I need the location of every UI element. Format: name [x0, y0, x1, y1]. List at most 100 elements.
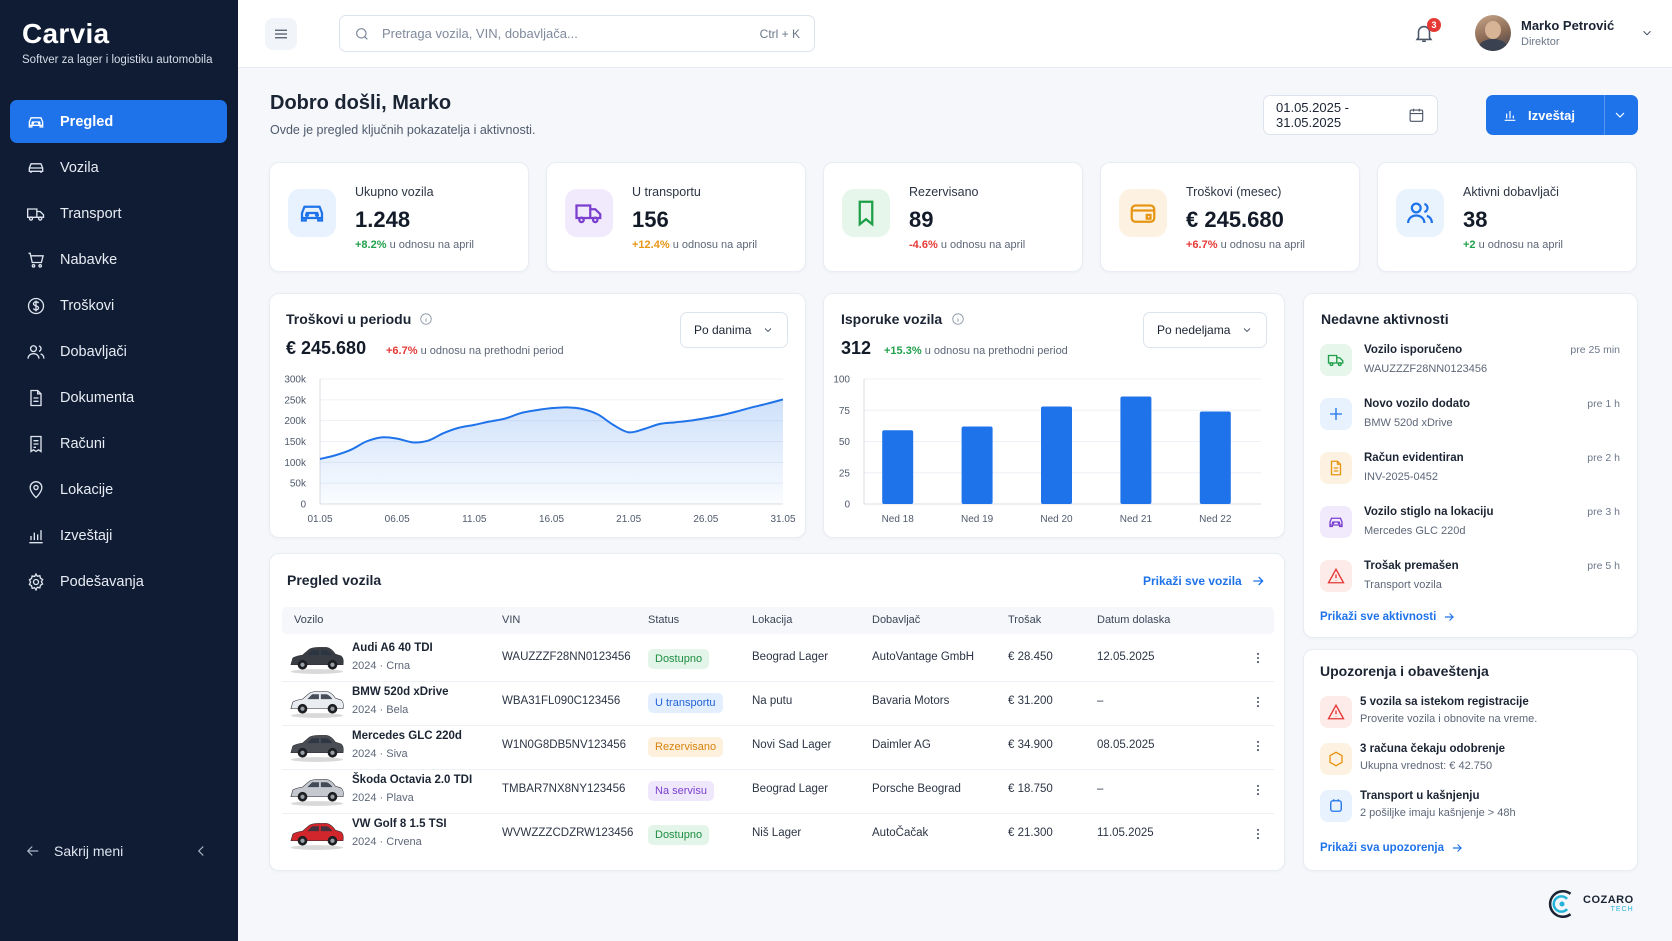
- sidebar-item-label: Izveštaji: [60, 527, 113, 544]
- alert-sub: Proverite vozila i obnovite na vreme.: [1360, 713, 1538, 725]
- kpi-label: Aktivni dobavljači: [1463, 185, 1559, 199]
- car-thumbnail: [288, 685, 346, 719]
- search-input[interactable]: [382, 26, 760, 41]
- sidebar-item-dobavljaci[interactable]: Dobavljači: [10, 330, 227, 373]
- sidebar-item-dokumenta[interactable]: Dokumenta: [10, 376, 227, 419]
- vehicle-supplier: AutoVantage GmbH: [872, 651, 975, 663]
- more-options-icon[interactable]: [1250, 780, 1266, 800]
- search-icon: [356, 27, 368, 40]
- vehicle-cost: € 31.200: [1008, 695, 1053, 707]
- date-range-value: 01.05.2025 - 31.05.2025: [1276, 100, 1350, 130]
- gear-icon: [26, 572, 46, 592]
- sidebar-item-label: Nabavke: [60, 251, 118, 268]
- kpi-label: U transportu: [632, 185, 701, 199]
- menu-toggle-button[interactable]: [265, 18, 297, 50]
- table-row[interactable]: BMW 520d xDrive 2024 · Bela WBA31FL090C1…: [282, 679, 1274, 726]
- vehicle-arrival: –: [1097, 695, 1104, 707]
- activity-item[interactable]: Vozilo isporučeno WAUZZZF28NN0123456 pre…: [1320, 342, 1620, 386]
- car-outline-icon: [26, 158, 46, 178]
- table-row[interactable]: Škoda Octavia 2.0 TDI 2024 · Plava TMBAR…: [282, 767, 1274, 814]
- x-tick-label: Ned 18: [882, 514, 915, 525]
- user-menu[interactable]: Marko Petrović Direktor: [1475, 15, 1654, 51]
- vehicle-name: Audi A6 40 TDI: [352, 642, 433, 654]
- column-header[interactable]: Trošak: [1008, 614, 1042, 626]
- column-header[interactable]: Datum dolaska: [1097, 614, 1171, 626]
- alert-title: Transport u kašnjenju: [1360, 790, 1480, 802]
- notifications-button[interactable]: 3: [1413, 18, 1441, 46]
- table-row[interactable]: Mercedes GLC 220d 2024 · Siva W1N0G8DB5N…: [282, 723, 1274, 770]
- vehicle-arrival: 08.05.2025: [1097, 739, 1155, 751]
- y-tick-label: 300k: [284, 375, 307, 386]
- chevron-down-icon[interactable]: [1612, 107, 1628, 123]
- car-thumbnail: [288, 641, 346, 675]
- costs-total: € 245.680: [286, 338, 367, 358]
- kpi-card: U transportu 156 +12.4% u odnosu na apri…: [546, 162, 806, 272]
- cozaro-name: COZARO: [1583, 894, 1634, 906]
- alert-item[interactable]: Transport u kašnjenju 2 pošiljke imaju k…: [1320, 788, 1620, 832]
- vehicle-name: BMW 520d xDrive: [352, 686, 449, 698]
- vehicle-meta: 2024 · Crvena: [352, 836, 422, 848]
- all-activities-link[interactable]: Prikaži sve aktivnosti: [1320, 610, 1456, 624]
- activity-item[interactable]: Vozilo stiglo na lokaciju Mercedes GLC 2…: [1320, 504, 1620, 548]
- kpi-card: Troškovi (mesec) € 245.680 +6.7% u odnos…: [1100, 162, 1360, 272]
- sidebar-item-pregled[interactable]: Pregled: [10, 100, 227, 143]
- column-header[interactable]: VIN: [502, 614, 521, 626]
- activity-item[interactable]: Novo vozilo dodato BMW 520d xDrive pre 1…: [1320, 396, 1620, 440]
- kpi-card: Aktivni dobavljači 38 +2 u odnosu na apr…: [1377, 162, 1637, 272]
- vehicle-arrival: –: [1097, 783, 1104, 795]
- car-icon: [1320, 506, 1352, 538]
- alert-item[interactable]: 3 računa čekaju odobrenje Ukupna vrednos…: [1320, 741, 1620, 785]
- chevron-down-icon: [1243, 328, 1251, 333]
- column-header[interactable]: Status: [648, 614, 680, 626]
- more-options-icon[interactable]: [1250, 692, 1266, 712]
- deliveries-card-title: Isporuke vozila: [841, 311, 943, 327]
- bar-chart-icon: [1504, 111, 1516, 121]
- activity-title: Račun evidentiran: [1364, 452, 1464, 464]
- table-row[interactable]: VW Golf 8 1.5 TSI 2024 · Crvena WVWZZZCD…: [282, 811, 1274, 858]
- info-icon[interactable]: [419, 312, 433, 326]
- collapse-menu-button[interactable]: Sakrij meni: [24, 842, 210, 860]
- column-header[interactable]: Vozilo: [294, 614, 324, 626]
- more-options-icon[interactable]: [1250, 736, 1266, 756]
- sidebar-item-troskovi[interactable]: Troškovi: [10, 284, 227, 327]
- vehicle-vin: WBA31FL090C123456: [502, 695, 621, 707]
- alerts-title: Upozorenja i obaveštenja: [1320, 663, 1489, 679]
- vehicle-vin: TMBAR7NX8NY123456: [502, 783, 626, 795]
- deliveries-period-select[interactable]: Po nedeljama: [1143, 312, 1267, 348]
- table-row[interactable]: Audi A6 40 TDI 2024 · Crna WAUZZZF28NN01…: [282, 635, 1274, 682]
- sidebar-item-vozila[interactable]: Vozila: [10, 146, 227, 189]
- costs-period-value: Po danima: [694, 323, 752, 337]
- cozaro-logo: COZARO TECH: [1545, 887, 1634, 921]
- date-range-picker[interactable]: 01.05.2025 - 31.05.2025: [1263, 95, 1438, 135]
- more-options-icon[interactable]: [1250, 648, 1266, 668]
- brand-name: Carvia: [22, 18, 110, 49]
- vehicle-location: Niš Lager: [752, 827, 802, 839]
- activity-time: pre 25 min: [1570, 344, 1620, 356]
- all-alerts-link[interactable]: Prikaži sva upozorenja: [1320, 841, 1464, 855]
- sidebar-item-nabavke[interactable]: Nabavke: [10, 238, 227, 281]
- all-vehicles-link[interactable]: Prikaži sve vozila: [1143, 573, 1266, 589]
- sidebar-item-lokacije[interactable]: Lokacije: [10, 468, 227, 511]
- more-options-icon[interactable]: [1250, 824, 1266, 844]
- activity-item[interactable]: Račun evidentiran INV-2025-0452 pre 2 h: [1320, 450, 1620, 494]
- vehicle-meta: 2024 · Plava: [352, 792, 414, 804]
- vehicles-card: Pregled vozila Prikaži sve vozila Vozilo…: [269, 553, 1285, 871]
- costs-period-select[interactable]: Po danima: [680, 312, 788, 348]
- column-header[interactable]: Dobavljač: [872, 614, 921, 626]
- page-subtitle: Ovde je pregled ključnih pokazatelja i a…: [270, 123, 536, 137]
- activity-item[interactable]: Trošak premašen Transport vozila pre 5 h: [1320, 558, 1620, 602]
- sidebar-item-transport[interactable]: Transport: [10, 192, 227, 235]
- kpi-value: 89: [909, 207, 934, 232]
- sidebar-item-podesavanja[interactable]: Podešavanja: [10, 560, 227, 603]
- sidebar-item-label: Troškovi: [60, 297, 115, 314]
- info-icon[interactable]: [951, 312, 965, 326]
- report-button[interactable]: Izveštaj: [1486, 95, 1638, 135]
- status-badge: Dostupno: [648, 825, 710, 845]
- x-tick-label: 21.05: [616, 514, 641, 525]
- column-header[interactable]: Lokacija: [752, 614, 793, 626]
- alert-item[interactable]: 5 vozila sa istekom registracije Proveri…: [1320, 694, 1620, 738]
- sidebar-item-racuni[interactable]: Računi: [10, 422, 227, 465]
- costs-card: Troškovi u periodu Po danima € 245.680 +…: [269, 293, 806, 538]
- vehicle-supplier: Porsche Beograd: [872, 783, 961, 795]
- sidebar-item-izvestaji[interactable]: Izveštaji: [10, 514, 227, 557]
